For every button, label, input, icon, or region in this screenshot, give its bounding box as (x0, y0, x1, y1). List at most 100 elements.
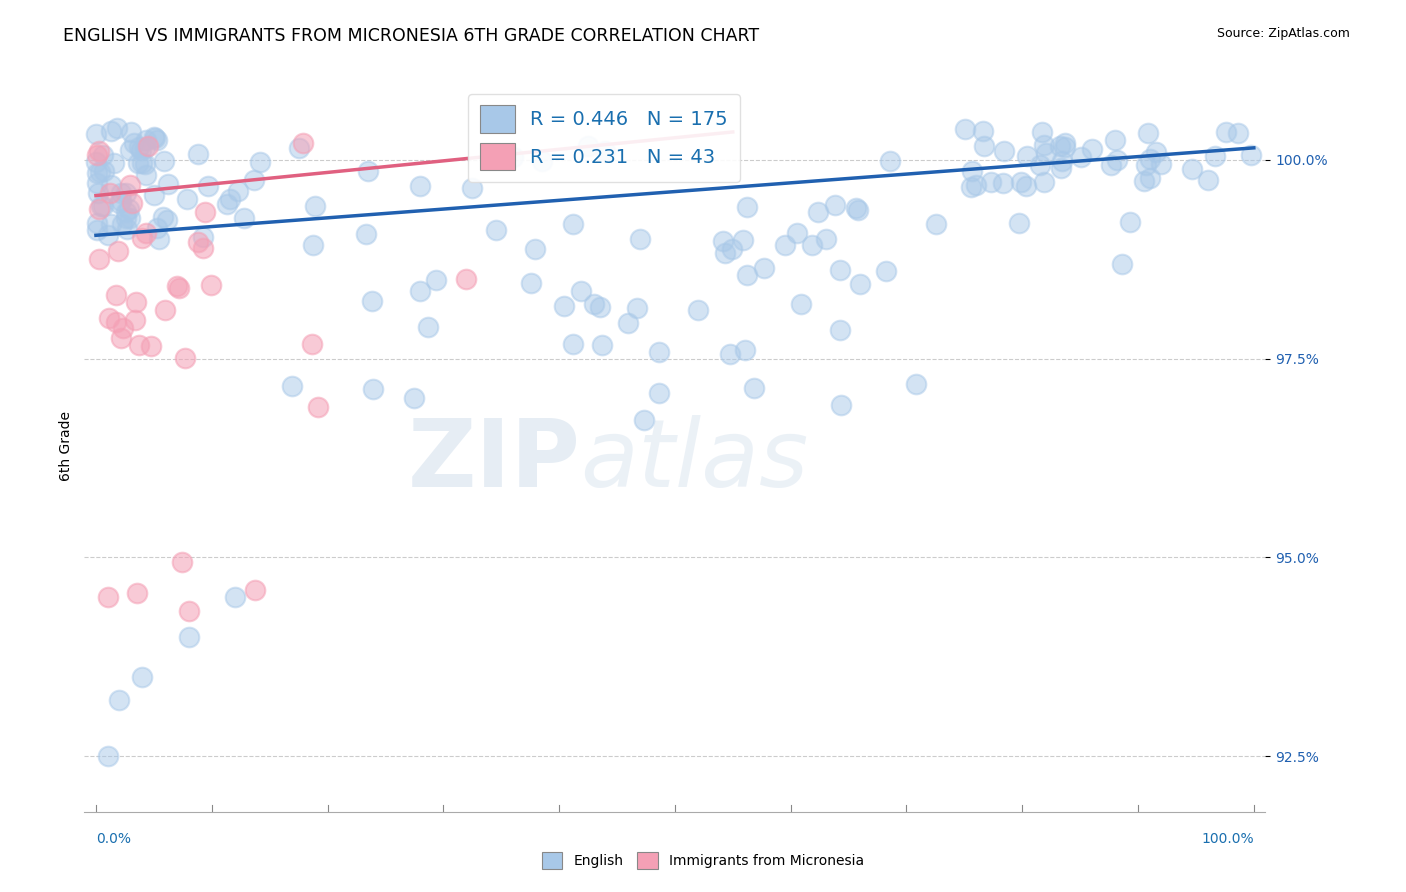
Point (115, 205, 138, 219)
Point (1050, 154, 1073, 169)
Point (1099, 158, 1122, 172)
Point (120, 125, 142, 139)
Point (1070, 150, 1092, 164)
Point (879, 153, 901, 168)
Point (1133, 174, 1156, 188)
Point (1227, 126, 1250, 140)
Point (626, 301, 648, 316)
Point (172, 554, 194, 568)
Point (110, 186, 132, 201)
Point (104, 288, 127, 302)
Point (146, 133, 169, 147)
Point (131, 669, 153, 683)
Point (87, 202, 110, 216)
Point (135, 168, 157, 182)
Point (187, 146, 209, 161)
Point (773, 238, 796, 252)
Point (993, 176, 1015, 190)
Point (960, 164, 983, 178)
Point (301, 337, 323, 351)
Point (1008, 216, 1031, 230)
Text: atlas: atlas (581, 415, 808, 506)
Point (485, 222, 508, 236)
Point (617, 316, 640, 330)
Point (1197, 173, 1219, 187)
Point (734, 343, 756, 357)
Point (191, 241, 214, 255)
Point (135, 133, 157, 147)
Point (354, 227, 377, 241)
Point (302, 237, 325, 252)
Point (1150, 157, 1173, 171)
Point (108, 195, 131, 210)
Point (86, 148, 108, 162)
Point (1139, 152, 1161, 166)
Point (152, 210, 174, 224)
Point (166, 279, 188, 293)
Legend: R = 0.446   N = 175, R = 0.231   N = 43: R = 0.446 N = 175, R = 0.231 N = 43 (468, 94, 740, 182)
Point (980, 175, 1002, 189)
Point (752, 261, 775, 276)
Text: 100.0%: 100.0% (1201, 831, 1254, 846)
Point (243, 173, 266, 187)
Point (1105, 153, 1128, 168)
Point (105, 314, 128, 328)
Point (232, 211, 254, 226)
Point (960, 180, 983, 194)
Point (127, 156, 149, 170)
Point (197, 179, 219, 194)
Point (357, 164, 380, 178)
Point (176, 192, 198, 206)
Text: ENGLISH VS IMMIGRANTS FROM MICRONESIA 6TH GRADE CORRELATION CHART: ENGLISH VS IMMIGRANTS FROM MICRONESIA 6T… (63, 27, 759, 45)
Point (93, 164, 115, 178)
Point (136, 139, 159, 153)
Point (562, 217, 585, 231)
Point (100, 124, 122, 138)
Point (288, 141, 311, 155)
Point (131, 230, 153, 244)
Point (128, 140, 150, 154)
Point (593, 145, 616, 159)
Point (576, 139, 599, 153)
Point (215, 197, 238, 211)
Point (155, 302, 177, 317)
Point (520, 276, 543, 290)
Point (112, 321, 135, 335)
Legend: English, Immigrants from Micronesia: English, Immigrants from Micronesia (536, 847, 870, 874)
Point (628, 231, 651, 245)
Point (139, 339, 162, 353)
Point (145, 221, 167, 235)
Point (86, 176, 108, 190)
Point (128, 338, 150, 352)
Point (90, 199, 112, 213)
Point (647, 345, 669, 359)
Point (502, 150, 524, 164)
Point (1104, 133, 1126, 147)
Point (157, 178, 180, 192)
Point (153, 153, 176, 168)
Point (973, 139, 995, 153)
Point (100, 178, 122, 193)
Point (131, 144, 153, 158)
Point (1031, 125, 1053, 139)
Point (824, 198, 846, 212)
Point (193, 230, 215, 244)
Point (1035, 145, 1057, 160)
Point (96, 590, 118, 604)
Text: 0.0%: 0.0% (96, 831, 131, 846)
Point (1135, 158, 1157, 172)
Point (955, 121, 977, 136)
Point (807, 205, 830, 219)
Point (461, 181, 484, 195)
Point (737, 200, 759, 214)
Point (134, 141, 156, 155)
Point (1015, 149, 1038, 163)
Y-axis label: 6th Grade: 6th Grade (59, 411, 73, 481)
Point (224, 590, 246, 604)
Point (714, 246, 737, 260)
Point (100, 217, 122, 231)
Point (177, 630, 200, 644)
Point (304, 199, 326, 213)
Point (408, 178, 430, 193)
Point (1181, 162, 1204, 177)
